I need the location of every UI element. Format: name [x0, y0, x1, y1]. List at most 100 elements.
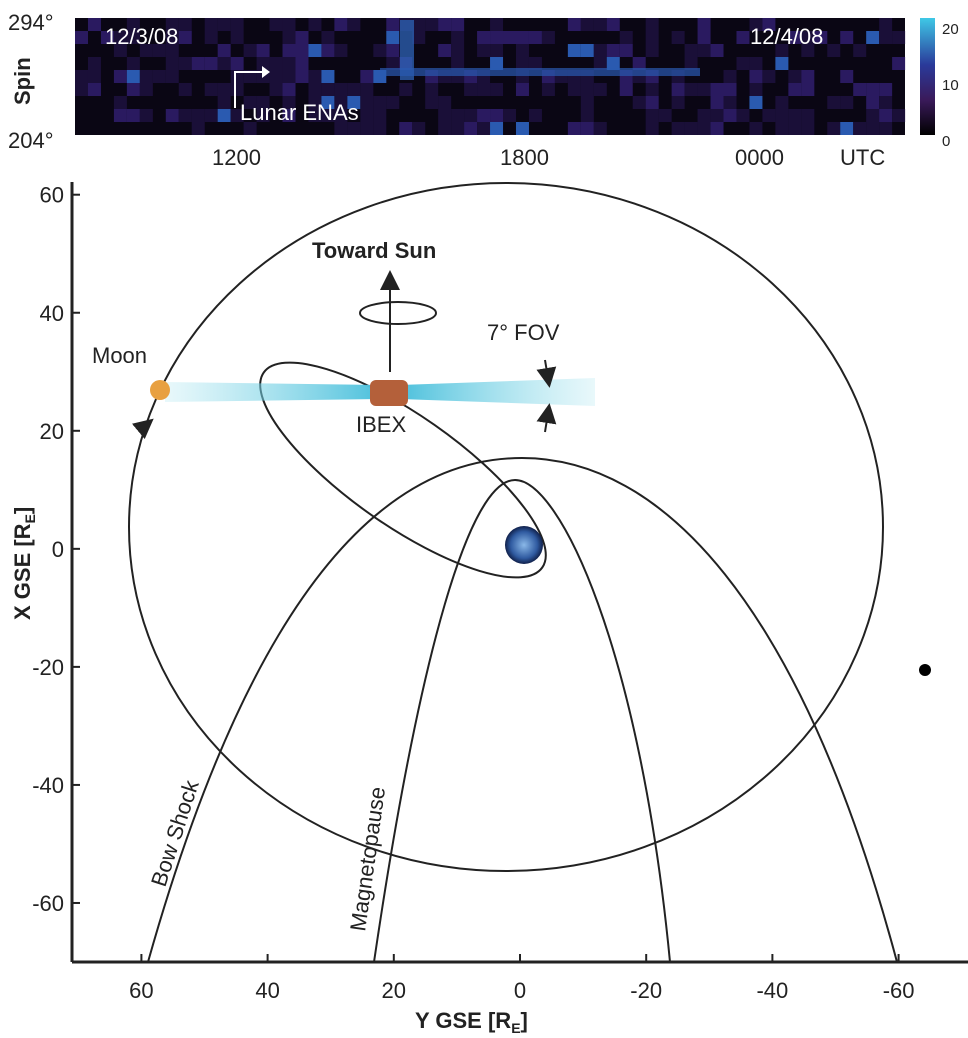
x-tick-label: -20 [630, 978, 662, 1003]
colorbar-tick: 20 [942, 21, 959, 38]
heat-cell [840, 70, 853, 83]
heat-cell [775, 57, 788, 70]
heat-cell [607, 18, 620, 31]
heat-cell [879, 83, 892, 96]
heat-cell [698, 44, 711, 57]
x-tick-label: 20 [382, 978, 406, 1003]
heat-cell [866, 83, 879, 96]
time-tick: 0000 [735, 145, 784, 170]
heat-cell [75, 70, 88, 83]
heat-cell [516, 44, 529, 57]
y-tick-label: -40 [32, 773, 64, 798]
heat-cell [503, 109, 516, 122]
heat-cell [685, 83, 698, 96]
fov-beam [400, 378, 595, 406]
heat-cell [244, 44, 257, 57]
heat-cell [503, 31, 516, 44]
heat-cell [295, 31, 308, 44]
heat-cell [386, 31, 399, 44]
heat-cell [451, 122, 464, 135]
heat-cell [166, 57, 179, 70]
heat-cell [425, 18, 438, 31]
heat-cell [892, 31, 905, 44]
heat-cell [283, 31, 296, 44]
heat-cell [477, 31, 490, 44]
heat-cell [490, 44, 503, 57]
heat-cell [231, 31, 244, 44]
heat-cell [698, 109, 711, 122]
colorbar [920, 18, 935, 135]
heat-cell [672, 31, 685, 44]
heat-cell [179, 57, 192, 70]
heat-cell [879, 31, 892, 44]
heat-cell [334, 44, 347, 57]
colorbar-tick: 10 [942, 77, 959, 94]
heat-cell [490, 83, 503, 96]
heat-cell [127, 70, 140, 83]
heat-cell [127, 83, 140, 96]
heat-cell [360, 83, 373, 96]
heat-cell [646, 31, 659, 44]
heat-cell [451, 31, 464, 44]
heat-cell [257, 44, 270, 57]
heat-cell [127, 57, 140, 70]
heat-cell [231, 83, 244, 96]
heat-cell [749, 70, 762, 83]
heat-cell [283, 70, 296, 83]
start-date: 12/3/08 [105, 24, 178, 49]
heat-cell [425, 83, 438, 96]
heat-cell [594, 83, 607, 96]
heat-cell [529, 109, 542, 122]
heat-cell [801, 109, 814, 122]
heat-cell [853, 44, 866, 57]
heat-cell [685, 44, 698, 57]
heat-cell [451, 18, 464, 31]
heat-cell [711, 83, 724, 96]
heat-cell [542, 31, 555, 44]
heat-cell [646, 44, 659, 57]
heat-cell [529, 31, 542, 44]
heat-cell [451, 109, 464, 122]
heat-cell [762, 70, 775, 83]
heat-cell [866, 31, 879, 44]
heat-cell [633, 96, 646, 109]
heat-cell [879, 18, 892, 31]
x-axis-title: Y GSE [RE] [415, 1008, 528, 1036]
heat-cell [179, 109, 192, 122]
heat-cell [399, 122, 412, 135]
ibex [370, 380, 408, 406]
moon-label: Moon [92, 343, 147, 368]
heat-cell [801, 83, 814, 96]
heat-cell [373, 44, 386, 57]
colorbar-tick: 0 [942, 133, 950, 150]
heat-cell [192, 57, 205, 70]
heat-cell [516, 83, 529, 96]
heat-cell [75, 31, 88, 44]
heat-cell [386, 44, 399, 57]
heat-cell [373, 122, 386, 135]
heat-cell [490, 122, 503, 135]
y-tick-label: 0 [52, 537, 64, 562]
heat-cell [749, 57, 762, 70]
heat-cell [542, 83, 555, 96]
y-axis-title: X GSE [RE] [10, 507, 38, 620]
annotation: Lunar ENAs [240, 100, 359, 125]
heat-cell [866, 122, 879, 135]
heat-cell [347, 18, 360, 31]
heat-cell [308, 70, 321, 83]
heat-cell [127, 109, 140, 122]
heat-cell [88, 57, 101, 70]
heat-cell [516, 122, 529, 135]
heat-cell [140, 70, 153, 83]
heat-cell [866, 96, 879, 109]
heat-cell [620, 44, 633, 57]
heat-cell [451, 44, 464, 57]
heat-cell [283, 18, 296, 31]
heat-cell [373, 96, 386, 109]
heat-cell [308, 18, 321, 31]
heat-cell [788, 70, 801, 83]
heat-cell [477, 122, 490, 135]
spin-top: 294° [8, 10, 54, 35]
fov-arrow [545, 413, 548, 432]
heat-cell [788, 109, 801, 122]
